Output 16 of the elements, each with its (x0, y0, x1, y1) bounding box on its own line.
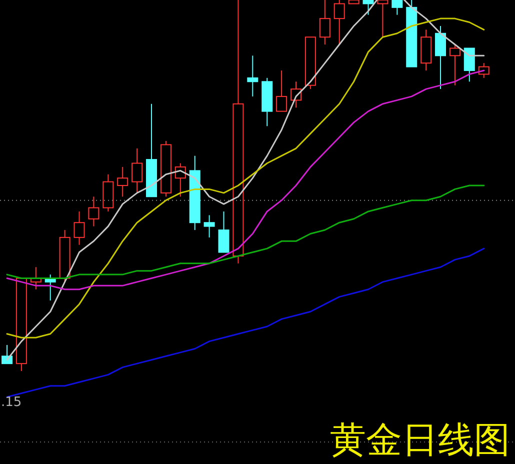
candlestick (88, 196, 100, 227)
candlestick (247, 55, 258, 97)
text: 黄金日线图 (330, 420, 510, 461)
candlestick (74, 210, 85, 246)
candlestick (232, 0, 244, 264)
candlestick (204, 214, 215, 238)
candlestick (290, 81, 302, 108)
text: .15 (1, 395, 22, 410)
candlestick (420, 29, 432, 71)
candlestick (132, 148, 143, 194)
candlestick (334, 0, 345, 46)
candlestick (117, 166, 128, 198)
candlestick (319, 0, 330, 46)
candlestick (478, 62, 490, 78)
candlestick (174, 162, 186, 198)
candlestick (189, 155, 200, 231)
